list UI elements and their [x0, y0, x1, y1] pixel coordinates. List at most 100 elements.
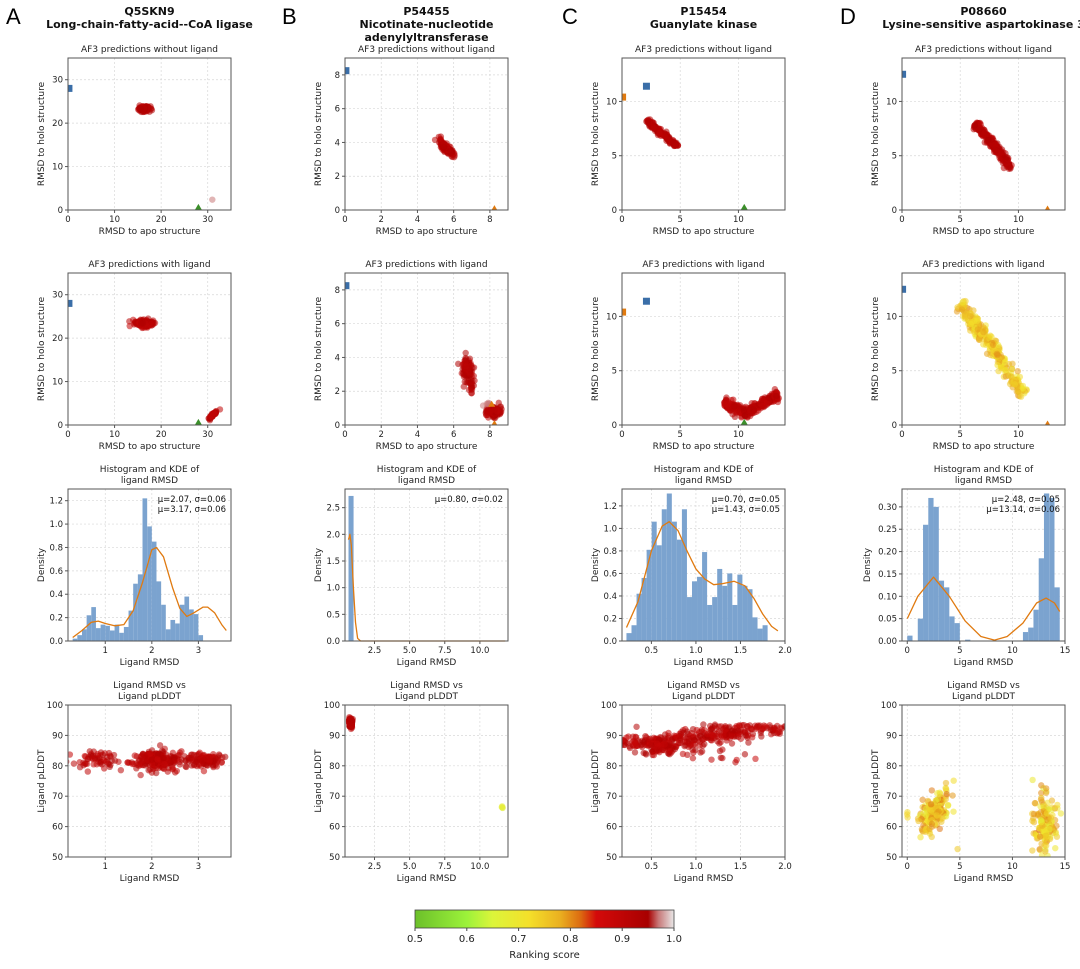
colorbar-tick-label: 0.6 — [459, 934, 475, 945]
data-point — [148, 769, 156, 776]
pldt-plot: 0 5 10 15 50 60 70 80 90 100 Ligand RMSD Ligand pLD… — [871, 681, 1070, 884]
x-tick-label: 2.0 — [778, 862, 792, 872]
x-axis-label: RMSD to apo structure — [653, 442, 755, 452]
y-tick-label: 90 — [606, 731, 617, 741]
data-point — [740, 407, 748, 414]
data-point — [440, 143, 448, 150]
data-point — [460, 370, 467, 378]
data-point — [936, 789, 943, 796]
x-tick-label: 0 — [899, 215, 904, 225]
y-tick-label: 0.6 — [49, 567, 63, 577]
data-point — [188, 762, 195, 769]
y-axis-label: Ligand pLDDT — [591, 749, 601, 813]
y-tick-label: 50 — [52, 853, 63, 863]
subplot-title: Ligand RMSD vs — [390, 681, 463, 691]
data-point — [105, 749, 113, 757]
subplot-title: Histogram and KDE of — [377, 465, 477, 475]
x-tick-label: 10 — [1013, 215, 1024, 225]
data-point — [719, 754, 726, 762]
y-tick-label: 0 — [58, 206, 63, 216]
points-group — [902, 285, 1051, 425]
x-tick-label: 3 — [196, 862, 201, 872]
points-group — [345, 713, 506, 812]
x-tick-label: 3 — [196, 646, 201, 656]
fit-annotation: μ=0.70, σ=0.05 — [712, 495, 780, 505]
y-tick-label: 0.15 — [878, 570, 897, 580]
plot-frame — [621, 57, 786, 211]
histogram-bar — [938, 580, 945, 641]
x-tick-label: 8 — [487, 430, 492, 440]
data-point — [206, 757, 213, 764]
data-point — [791, 723, 797, 729]
y-tick-label: 4 — [335, 353, 340, 363]
fit-annotation: μ=2.07, σ=0.06 — [158, 495, 226, 505]
y-tick-label: 0 — [612, 421, 617, 431]
x-tick-label: 0 — [65, 215, 70, 225]
points-group — [902, 70, 1051, 210]
data-point — [81, 752, 89, 760]
data-point — [133, 760, 140, 767]
reference-marker-square — [345, 67, 350, 75]
x-axis-label: Ligand RMSD — [120, 874, 180, 884]
data-point — [646, 735, 654, 743]
x-axis-label: Ligand RMSD — [397, 658, 457, 668]
data-point — [462, 363, 470, 370]
scatter-without-plot: 0 5 10 0 5 10 RMSD to apo structure RMSD to hol… — [871, 45, 1066, 237]
protein-name: Guanylate kinase — [650, 18, 757, 31]
protein-name: Lysine-sensitive aspartokinase 3 — [882, 18, 1080, 31]
data-point — [133, 765, 140, 772]
data-point — [447, 147, 454, 155]
subplot-title: Histogram and KDE of — [654, 465, 754, 475]
subplot-title: AF3 predictions without ligand — [81, 45, 218, 55]
data-point — [980, 328, 987, 336]
data-point — [741, 412, 749, 420]
data-point — [994, 341, 1002, 349]
data-point — [1037, 808, 1044, 816]
data-point — [495, 399, 502, 407]
y-axis-label: Ligand pLDDT — [37, 749, 47, 813]
data-point — [976, 336, 983, 343]
subplot-title: ligand RMSD — [955, 476, 1012, 486]
histogram-bar — [757, 628, 763, 641]
data-point — [1030, 810, 1038, 818]
reference-marker-triangle — [1044, 420, 1051, 425]
y-tick-label: 1.5 — [326, 557, 340, 567]
x-axis-label: RMSD to apo structure — [653, 227, 755, 237]
data-point — [745, 739, 752, 746]
histogram-bar — [651, 521, 657, 641]
y-axis-label: RMSD to holo structure — [591, 81, 601, 186]
y-tick-label: 0 — [335, 421, 340, 431]
scatter-with-plot: 0 5 10 0 5 10 RMSD to apo structure RMSD to hol… — [871, 260, 1066, 452]
y-tick-label: 0.8 — [603, 547, 617, 557]
data-point — [602, 742, 608, 748]
x-tick-label: 30 — [202, 215, 213, 225]
data-point — [980, 324, 987, 331]
data-point — [713, 730, 720, 738]
y-tick-label: 100 — [47, 701, 63, 711]
data-point — [84, 768, 92, 775]
histogram-bar — [128, 610, 134, 641]
data-point — [1029, 776, 1036, 784]
plot-frame — [621, 488, 786, 642]
protein-id: P08660 — [960, 5, 1007, 18]
histogram-bar — [1038, 558, 1044, 641]
y-tick-label: 1.2 — [49, 497, 63, 507]
data-point — [467, 376, 475, 383]
x-axis-label: RMSD to apo structure — [99, 442, 201, 452]
data-point — [904, 811, 911, 818]
y-tick-label: 0.10 — [878, 592, 897, 602]
subplot-title: Ligand RMSD vs — [113, 681, 186, 691]
y-tick-label: 50 — [606, 853, 617, 863]
data-point — [714, 738, 721, 745]
x-tick-label: 0 — [342, 215, 347, 225]
data-point — [766, 394, 773, 401]
data-point — [808, 723, 814, 729]
points-group — [622, 297, 783, 425]
reference-marker-triangle — [740, 203, 748, 210]
x-tick-label: 0 — [619, 215, 624, 225]
histogram-bar — [109, 630, 115, 641]
y-axis-label: RMSD to holo structure — [871, 81, 881, 186]
data-point — [942, 784, 949, 792]
